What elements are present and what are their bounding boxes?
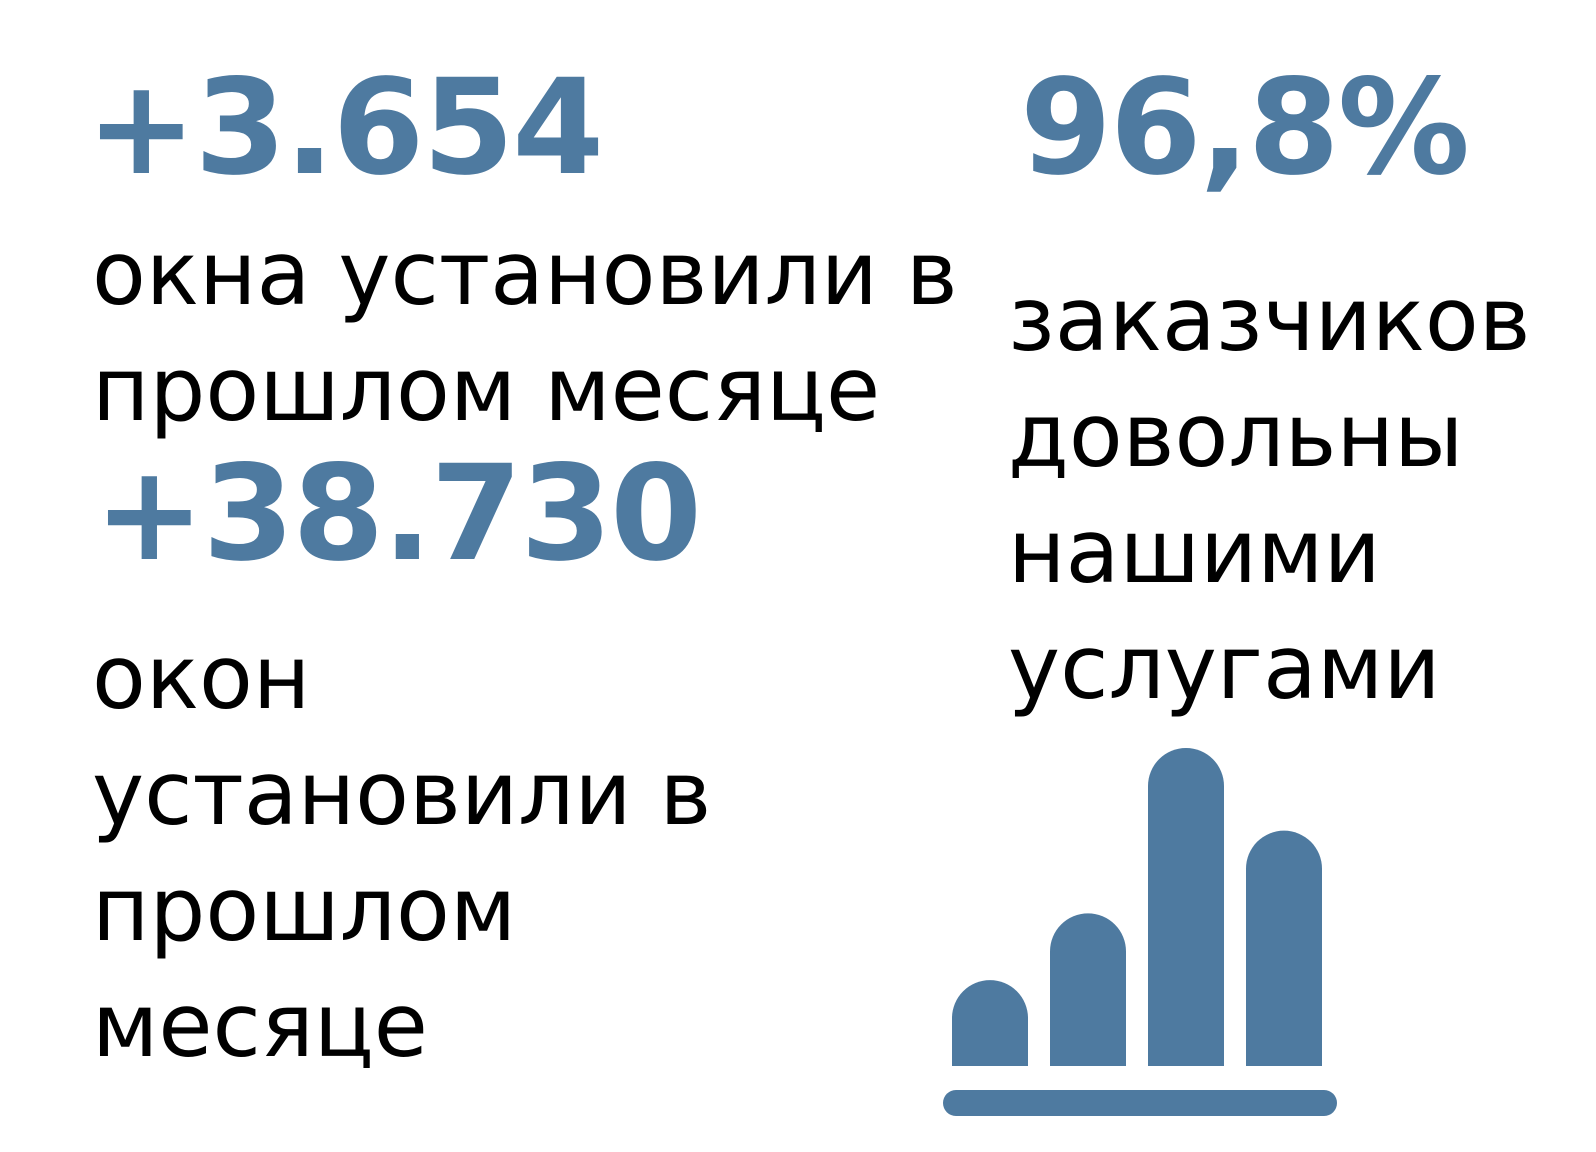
- stat-value-windows-month: +3.654: [86, 51, 604, 205]
- bar-chart-icon-bar: [952, 980, 1028, 1066]
- stat-value-windows-total: +38.730: [94, 437, 702, 591]
- stat-caption-line: установили в: [92, 742, 712, 845]
- stat-caption-line: прошлом месяце: [92, 338, 881, 441]
- bar-chart-icon-bar: [1050, 913, 1126, 1066]
- bar-chart-icon-bar: [1246, 830, 1322, 1066]
- stat-caption-windows-month: окна установили в прошлом месяце: [92, 216, 958, 448]
- stat-caption-windows-total: окон установили в прошлом месяце: [92, 620, 711, 1084]
- stat-value-satisfaction: 96,8%: [1020, 51, 1470, 205]
- stat-caption-line: услугами: [1008, 616, 1441, 719]
- stat-caption-line: окон: [92, 626, 311, 729]
- stat-caption-line: прошлом: [92, 858, 517, 961]
- stat-caption-satisfaction: заказчиков довольны нашими услугами: [1008, 262, 1531, 726]
- bar-chart-icon-bar: [1148, 748, 1224, 1066]
- stat-caption-line: довольны: [1008, 384, 1464, 487]
- stat-caption-line: заказчиков: [1008, 268, 1531, 371]
- bar-chart-icon: [943, 748, 1337, 1116]
- stat-caption-line: месяце: [92, 974, 428, 1077]
- bar-chart-icon-base: [943, 1090, 1337, 1116]
- stat-caption-line: нашими: [1008, 500, 1381, 603]
- stat-caption-line: окна установили в: [92, 222, 958, 325]
